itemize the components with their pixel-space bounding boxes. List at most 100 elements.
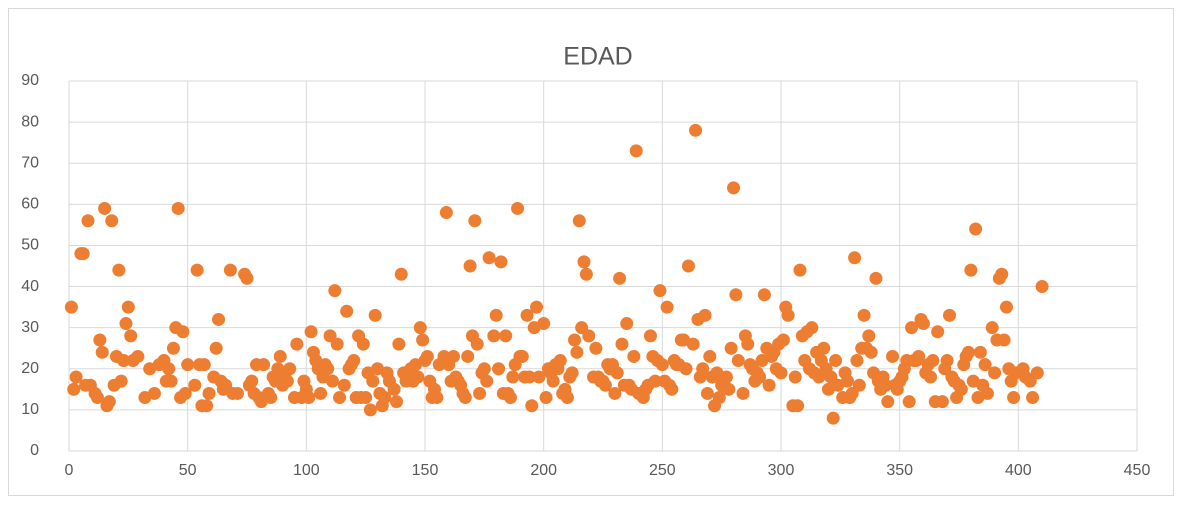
data-point — [387, 382, 401, 396]
data-point — [729, 288, 743, 302]
data-point — [321, 362, 335, 376]
y-tick-label: 50 — [21, 237, 39, 254]
data-point — [378, 391, 392, 405]
data-point — [774, 366, 788, 380]
data-point — [333, 391, 347, 405]
x-tick-label: 350 — [886, 462, 913, 479]
data-point — [446, 349, 460, 363]
y-tick-label: 20 — [21, 360, 39, 377]
data-point — [793, 263, 807, 277]
data-point — [114, 374, 128, 388]
data-point — [840, 374, 854, 388]
data-point — [112, 263, 126, 277]
y-tick-label: 90 — [21, 72, 39, 89]
data-point — [817, 341, 831, 355]
data-point — [304, 325, 318, 339]
data-point — [731, 354, 745, 368]
data-point — [696, 362, 710, 376]
ticks: 0 10 20 30 40 50 60 70 80 90 0 50 100 150 200 250 300 350… — [21, 72, 1150, 479]
data-point — [356, 337, 370, 351]
data-point — [482, 251, 496, 265]
data-point — [520, 308, 534, 322]
data-point — [93, 333, 107, 347]
x-tick-label: 450 — [1124, 462, 1151, 479]
data-point — [166, 341, 180, 355]
data-point — [698, 308, 712, 322]
data-point — [188, 378, 202, 392]
data-point — [181, 358, 195, 372]
data-point — [719, 370, 733, 384]
data-point — [477, 362, 491, 376]
data-point — [119, 317, 133, 331]
data-point — [679, 362, 693, 376]
x-tick-label: 0 — [65, 462, 74, 479]
y-tick-label: 30 — [21, 319, 39, 336]
chart-title: EDAD — [563, 43, 632, 71]
data-point — [665, 382, 679, 396]
data-point — [212, 312, 226, 326]
data-point — [560, 391, 574, 405]
data-point — [753, 370, 767, 384]
data-point — [539, 391, 553, 405]
data-point — [964, 263, 978, 277]
x-tick-label: 200 — [530, 462, 557, 479]
data-point — [209, 341, 223, 355]
data-point — [1026, 391, 1040, 405]
data-point — [712, 391, 726, 405]
data-point — [961, 345, 975, 359]
data-point — [648, 374, 662, 388]
data-point — [878, 378, 892, 392]
data-point — [530, 300, 544, 314]
data-point — [931, 325, 945, 339]
data-point — [506, 370, 520, 384]
data-point — [283, 362, 297, 376]
data-point — [1007, 391, 1021, 405]
data-point — [722, 382, 736, 396]
y-tick-label: 80 — [21, 113, 39, 130]
grid — [68, 80, 1138, 452]
data-point — [503, 391, 517, 405]
data-point — [280, 374, 294, 388]
data-point — [416, 333, 430, 347]
data-point — [121, 300, 135, 314]
data-point — [190, 263, 204, 277]
data-point — [511, 201, 525, 215]
data-point — [176, 325, 190, 339]
data-point — [848, 251, 862, 265]
data-point — [392, 337, 406, 351]
data-point — [290, 337, 304, 351]
data-point — [537, 317, 551, 331]
data-point — [999, 300, 1013, 314]
y-tick-label: 60 — [21, 196, 39, 213]
data-point — [926, 354, 940, 368]
data-point — [147, 386, 161, 400]
data-point — [660, 300, 674, 314]
data-point — [781, 308, 795, 322]
data-point — [546, 374, 560, 388]
points — [64, 123, 1049, 425]
data-point — [463, 259, 477, 273]
data-point — [615, 337, 629, 351]
data-point — [257, 358, 271, 372]
data-point — [102, 395, 116, 409]
data-point — [570, 345, 584, 359]
data-point — [681, 259, 695, 273]
data-point — [864, 345, 878, 359]
data-point — [943, 308, 957, 322]
data-point — [411, 370, 425, 384]
data-point — [653, 284, 667, 298]
x-tick-label: 400 — [1005, 462, 1032, 479]
data-point — [655, 358, 669, 372]
chart-frame — [8, 8, 1174, 496]
data-point — [954, 382, 968, 396]
x-tick-label: 100 — [293, 462, 320, 479]
data-point — [643, 329, 657, 343]
data-point — [264, 391, 278, 405]
y-tick-label: 10 — [21, 401, 39, 418]
data-point — [689, 123, 703, 137]
data-point — [302, 391, 316, 405]
data-point — [458, 391, 472, 405]
data-point — [337, 378, 351, 392]
